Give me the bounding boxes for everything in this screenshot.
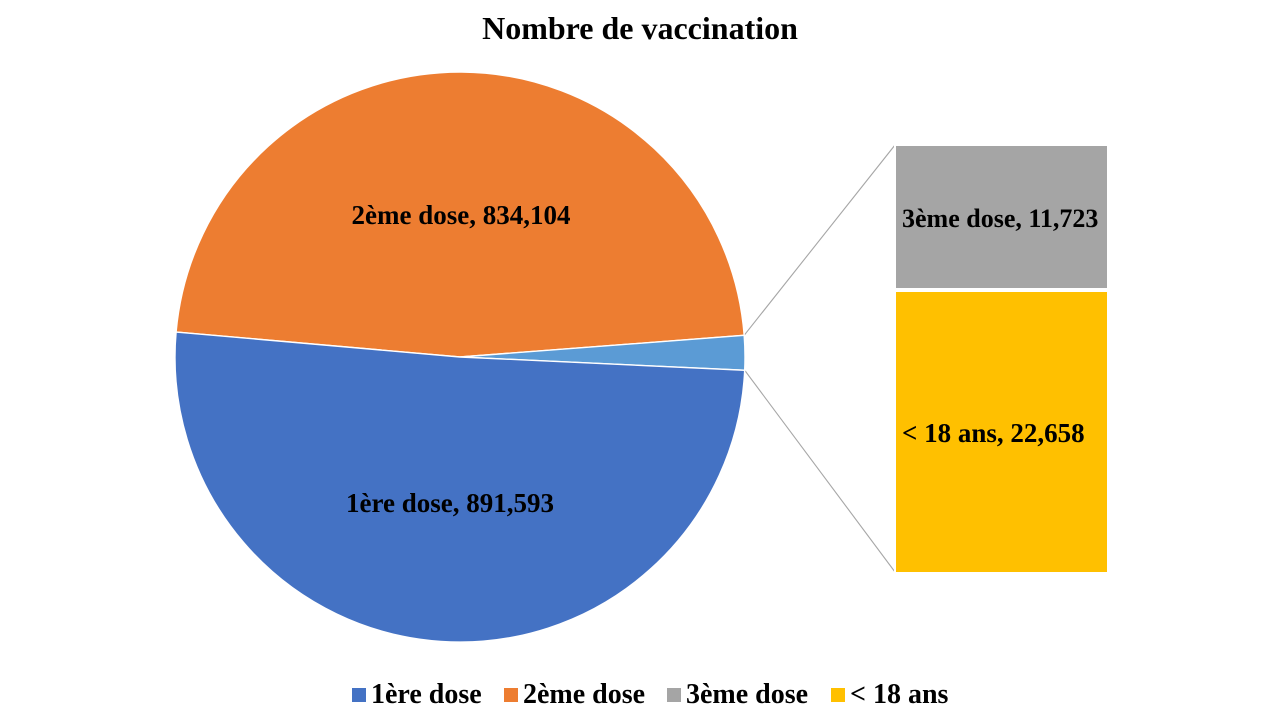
svg-text:< 18 ans, 22,658: < 18 ans, 22,658	[902, 418, 1085, 448]
svg-text:2ème dose, 834,104: 2ème dose, 834,104	[352, 200, 571, 230]
svg-text:3ème dose, 11,723: 3ème dose, 11,723	[902, 204, 1098, 233]
svg-text:1ère dose, 891,593: 1ère dose, 891,593	[346, 488, 554, 518]
